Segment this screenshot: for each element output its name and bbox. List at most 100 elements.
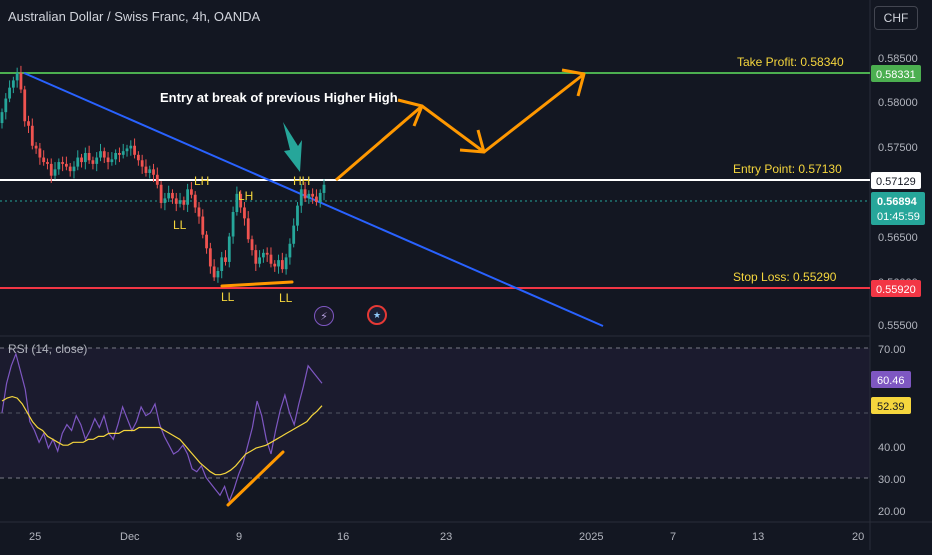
candle-body [95,157,99,164]
projection-arrowhead-2 [459,129,486,154]
candle-body [216,271,220,278]
candle-body [99,151,102,158]
candle-body [243,207,246,219]
candle-body [288,243,292,258]
pivot-label-ll-1: LL [173,218,187,232]
time-label: 13 [752,531,764,543]
currency-button[interactable]: CHF [874,6,918,30]
rsi-tick: 20.00 [878,506,906,518]
candle-body [227,236,231,262]
candle-body [269,254,273,264]
price-tick: 0.58500 [878,53,918,65]
candle-body [299,189,303,206]
candle-body [148,169,152,173]
entry-note-text: Entry at break of previous Higher High [160,90,398,105]
pivot-label-ll-2: LL [221,290,235,304]
candle-body [144,166,148,173]
candle-body [284,257,288,270]
rsi-ma-line [1,395,323,476]
support-line[interactable] [220,280,294,288]
entry-pointer-arrow-icon [283,122,302,172]
candle-body [193,194,197,208]
stop-loss-badge [871,280,921,297]
candle-body [87,153,91,161]
candle-body [265,252,269,255]
stop-loss-badge-text: 0.55920 [876,284,916,296]
pivot-label-ll-3: LL [279,291,293,305]
candle-body [30,125,34,146]
candle-body [129,145,133,149]
candle-body [80,157,83,163]
entry-badge-text: 0.57129 [876,176,916,188]
price-tick: 0.58000 [878,97,918,109]
time-label: 7 [670,531,676,543]
candle-body [280,260,284,270]
candle-body [121,151,125,155]
time-label: 20 [852,531,864,543]
rsi-tick: 70.00 [878,344,906,356]
candle-body [201,216,205,235]
candle-body [23,89,27,122]
candle-body [155,174,159,185]
candle-body [159,184,163,203]
candle-body [118,153,121,155]
candle-body [182,200,186,205]
candle-body [318,192,322,203]
candle-body [46,162,49,164]
candle-body [178,200,182,204]
rsi-indicator-label[interactable]: RSI (14, close) [8,342,88,356]
take-profit-badge [871,65,921,82]
entry-badge [871,172,921,189]
lightning-icon[interactable]: ⚡ [314,306,334,326]
candle-body [42,157,46,163]
candle-body [57,162,61,170]
candle-body [125,148,129,152]
stop-loss-label: Stop Loss: 0.55290 [733,270,837,284]
entry-point-label: Entry Point: 0.57130 [733,162,842,176]
candle-body [277,260,280,267]
candle-body [224,257,227,262]
candle-body [307,193,311,199]
candle-body [136,154,140,161]
candle-body [254,250,258,264]
candle-body [292,225,296,244]
australia-flag-icon[interactable]: ★ [367,305,387,325]
price-tick: 0.57500 [878,142,918,154]
pivot-label-lh-1: LH [194,174,209,188]
candle-body [152,169,155,175]
candle-body [38,148,42,158]
rsi-divergence-line[interactable] [226,450,285,507]
candle-body [61,162,65,164]
candle-body [171,192,174,199]
candle-body [167,192,171,199]
candle-body [235,193,239,212]
candle-body [27,121,30,126]
rsi-badge [871,371,911,388]
time-label: 25 [29,531,41,543]
candle-body [311,193,315,197]
candle-body [91,160,95,164]
time-label: 2025 [579,531,603,543]
candle-body [133,145,136,155]
descending-trendline[interactable] [23,72,604,327]
candle-body [49,163,53,176]
candle-body [53,169,57,176]
current-price-text: 0.56894 [877,196,918,208]
candle-body [163,198,167,203]
candle-body [68,166,72,172]
candle-body [4,98,8,113]
candle-body [190,189,193,195]
time-label: 23 [440,531,452,543]
symbol-title[interactable]: Australian Dollar / Swiss Franc, 4h, OAN… [8,9,261,24]
candle-body [197,207,201,217]
candle-body [231,212,235,237]
candle-body [65,163,68,167]
projection-arrowhead-1 [397,98,424,127]
take-profit-badge-text: 0.58331 [876,69,916,81]
candle-body [246,218,250,240]
pivot-label-hh: HH [293,174,310,188]
projection-path[interactable] [335,72,585,182]
candle-body [0,112,4,124]
